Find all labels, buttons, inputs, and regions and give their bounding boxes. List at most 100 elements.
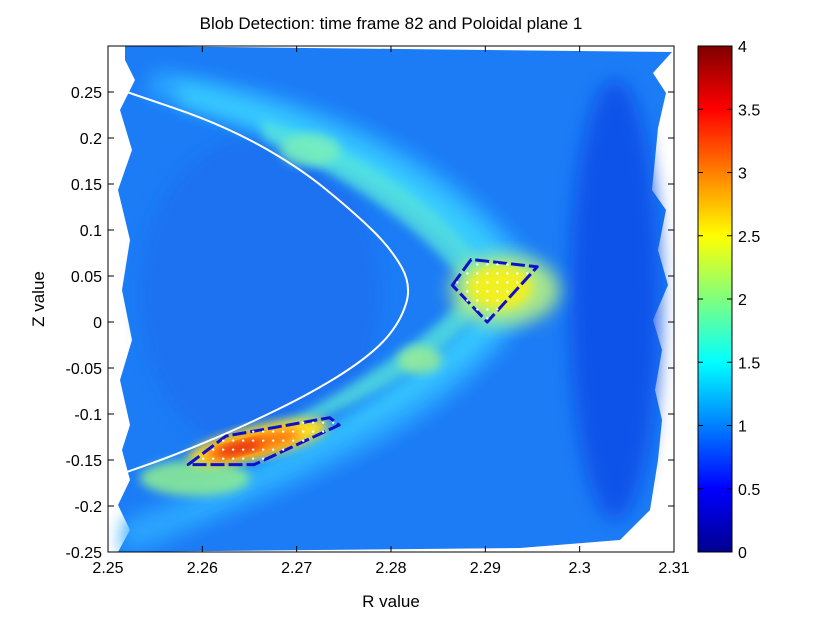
blob-point <box>211 448 215 451</box>
blob-point <box>496 263 499 266</box>
y-axis-title: Z value <box>29 271 48 327</box>
blob-point <box>476 263 479 266</box>
y-tick-label: -0.2 <box>74 499 102 516</box>
blob-point <box>271 430 275 433</box>
colorbar-tick-label: 2.5 <box>738 229 760 246</box>
blob-point <box>221 439 225 442</box>
blob-point <box>506 263 509 266</box>
x-tick-label: 2.29 <box>470 560 501 577</box>
blob-point <box>291 430 295 433</box>
plot-area <box>118 46 672 552</box>
blob-point <box>496 308 499 311</box>
blob-point <box>271 439 275 442</box>
blob-point <box>281 430 285 433</box>
colorbar-tick-label: 3 <box>738 166 747 183</box>
y-tick-label: 0.05 <box>71 269 102 286</box>
blob-point <box>496 272 499 275</box>
blob-point <box>466 281 469 284</box>
y-axis-ticks: -0.25 -0.2 -0.15 -0.1 -0.05 0 0.05 0.1 0.15 0.2 0.… <box>66 85 674 562</box>
blob-point <box>506 281 509 284</box>
y-tick-label: -0.1 <box>74 407 102 424</box>
blob-point <box>301 430 305 433</box>
blob-point <box>311 421 315 424</box>
blob-point <box>516 272 519 275</box>
blob-point <box>251 457 255 460</box>
field-shading <box>120 70 660 552</box>
blob-point <box>201 457 205 460</box>
blob-point <box>251 439 255 442</box>
blob-point <box>281 439 285 442</box>
blob-point <box>476 272 479 275</box>
chart-title: Blob Detection: time frame 82 and Poloid… <box>200 14 583 33</box>
blob-point <box>486 317 489 320</box>
blob-point <box>476 299 479 302</box>
blob-point <box>211 457 215 460</box>
y-tick-label: 0 <box>93 315 102 332</box>
blob-point <box>321 430 325 433</box>
blob-point <box>496 299 499 302</box>
y-tick-label: 0.25 <box>71 85 102 102</box>
blob-point <box>251 448 255 451</box>
blob-point <box>476 290 479 293</box>
y-tick-label: 0.15 <box>71 177 102 194</box>
blob-point <box>261 430 265 433</box>
blob-point <box>251 430 255 433</box>
colorbar-tick-label: 0.5 <box>738 482 760 499</box>
blob-point <box>496 281 499 284</box>
blob-point <box>486 263 489 266</box>
blob-point <box>261 439 265 442</box>
separatrix-line <box>126 91 410 473</box>
y-tick-label: 0.2 <box>80 131 102 148</box>
blob-point <box>271 448 275 451</box>
y-tick-label: -0.15 <box>66 453 103 470</box>
blob-point <box>476 281 479 284</box>
blob-point <box>241 439 245 442</box>
blob-outline-2 <box>450 257 539 324</box>
x-axis-title: R value <box>362 592 420 611</box>
blob-point <box>466 299 469 302</box>
blob-outlines <box>186 257 539 467</box>
blob-point <box>261 448 265 451</box>
colorbar-tick-label: 2 <box>738 292 747 309</box>
blob-point <box>221 448 225 451</box>
colorbar-ticks: 0 0.5 1 1.5 2 2.5 3 3.5 4 <box>698 39 760 562</box>
x-tick-label: 2.28 <box>375 560 406 577</box>
blob-point <box>526 272 529 275</box>
x-tick-label: 2.26 <box>187 560 218 577</box>
blob-point <box>231 439 235 442</box>
colorbar-tick-label: 0 <box>738 545 747 562</box>
y-tick-label: 0.1 <box>80 223 102 240</box>
x-tick-label: 2.31 <box>658 560 689 577</box>
x-tick-label: 2.27 <box>281 560 312 577</box>
blob-point <box>311 430 315 433</box>
y-tick-label: -0.05 <box>66 361 103 378</box>
blob-point <box>486 308 489 311</box>
blob-point <box>466 290 469 293</box>
blob-point <box>331 421 335 424</box>
blob-point <box>231 448 235 451</box>
x-tick-label: 2.3 <box>569 560 591 577</box>
blob-point <box>466 272 469 275</box>
blob-point <box>506 290 509 293</box>
blob-point <box>516 281 519 284</box>
blob-point <box>221 457 225 460</box>
blob-point <box>241 448 245 451</box>
blob-point <box>486 281 489 284</box>
blob-point <box>456 281 459 284</box>
blob-point <box>301 439 305 442</box>
blob-point <box>506 272 509 275</box>
blob-point <box>261 457 265 460</box>
blob-point <box>486 299 489 302</box>
colorbar-tick-label: 1 <box>738 419 747 436</box>
blob-point <box>486 272 489 275</box>
blob-point <box>231 457 235 460</box>
colorbar-tick-label: 3.5 <box>738 102 760 119</box>
blob-point <box>476 308 479 311</box>
y-tick-label: -0.25 <box>66 545 103 562</box>
x-tick-label: 2.25 <box>92 560 123 577</box>
blob-point <box>241 457 245 460</box>
blob-point <box>486 290 489 293</box>
colorbar-tick-label: 4 <box>738 39 747 56</box>
colorbar-tick-label: 1.5 <box>738 355 760 372</box>
